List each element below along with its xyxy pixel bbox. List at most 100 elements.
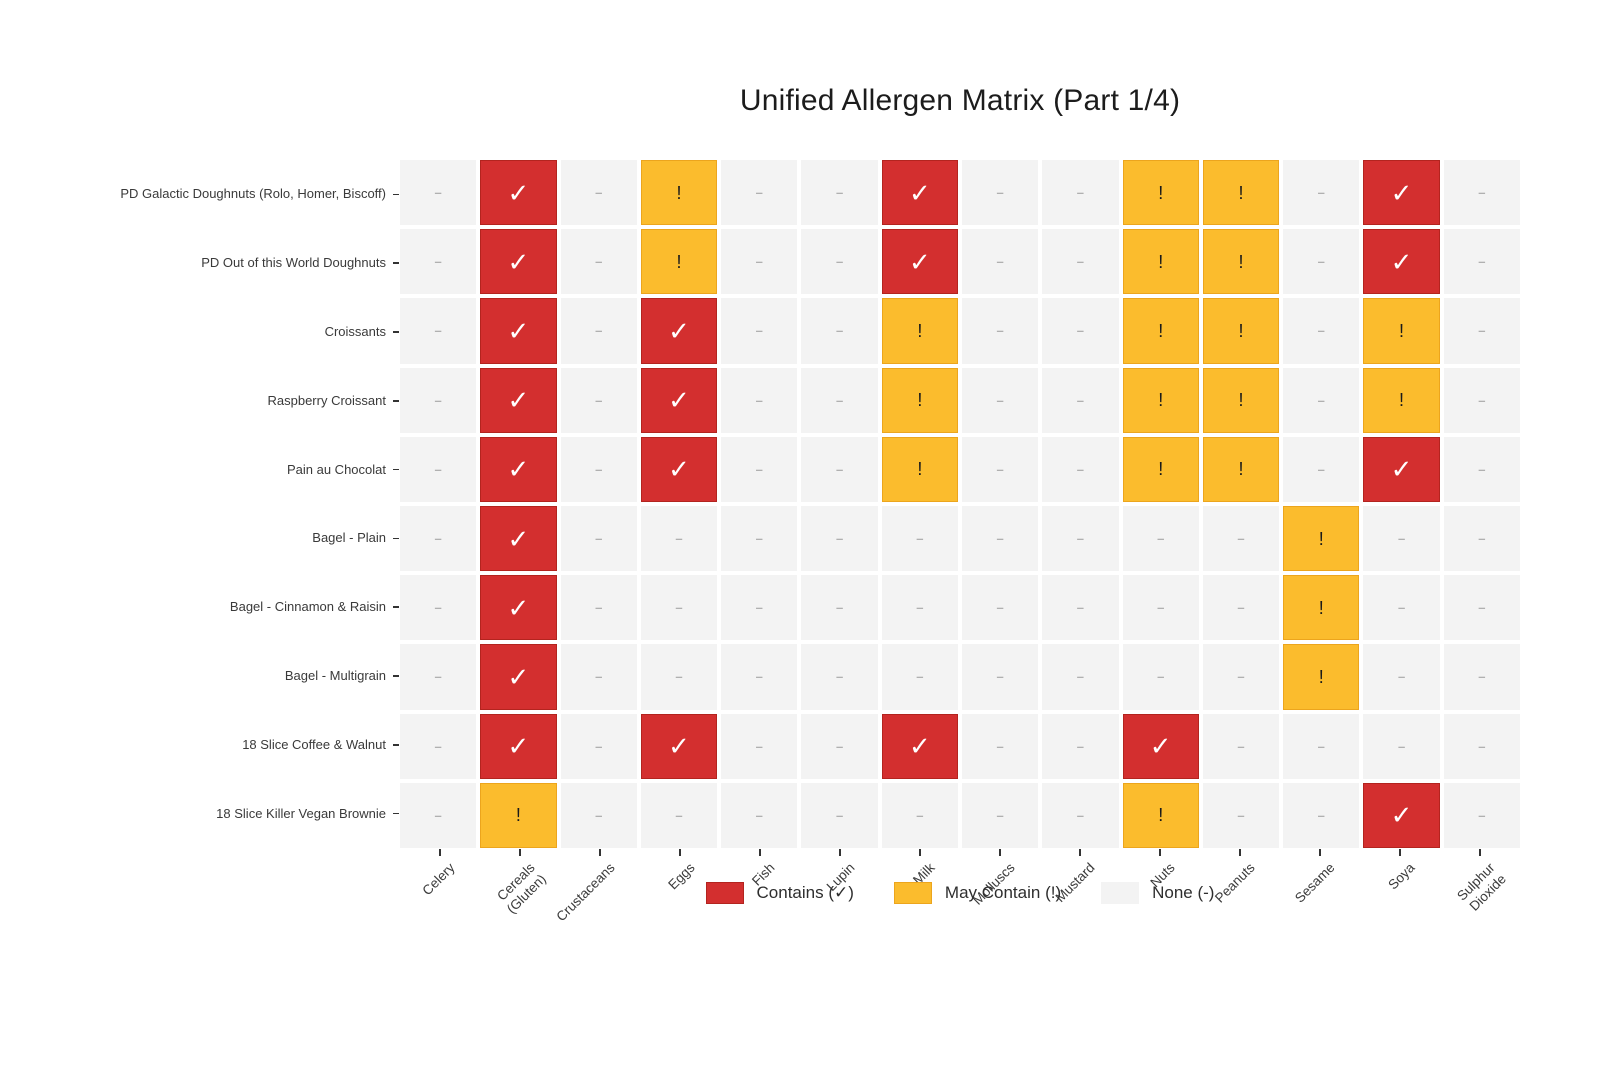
heatmap-cell: – bbox=[400, 298, 477, 364]
contains-check-icon: ✓ bbox=[1390, 454, 1413, 485]
none-dash-icon: – bbox=[755, 807, 763, 823]
none-dash-icon: – bbox=[755, 669, 763, 685]
none-dash-icon: – bbox=[916, 807, 924, 823]
none-dash-icon: – bbox=[1397, 669, 1406, 685]
none-dash-icon: – bbox=[835, 392, 844, 408]
heatmap-cell: – bbox=[961, 782, 1039, 848]
none-dash-icon: – bbox=[1478, 254, 1486, 270]
may-contain-exclamation-icon: ! bbox=[1399, 320, 1405, 341]
none-dash-icon: – bbox=[1076, 669, 1085, 685]
heatmap-cell: – bbox=[1283, 782, 1360, 848]
heatmap-cell: ✓ bbox=[480, 298, 557, 364]
heatmap-cell: – bbox=[881, 644, 958, 710]
heatmap-cell: – bbox=[1042, 782, 1119, 848]
heatmap-cell: – bbox=[961, 575, 1039, 641]
heatmap-cell: ✓ bbox=[480, 367, 557, 433]
heatmap-cell: ! bbox=[1122, 782, 1199, 848]
heatmap-grid: – ✓ –! – – ✓ – –!! – ✓ – – ✓ –! – – ✓ – –!! – ✓ – – ✓ – ✓ – –! – –!! –… bbox=[400, 160, 1520, 848]
heatmap-cell: ! bbox=[881, 367, 958, 433]
may-contain-exclamation-icon: ! bbox=[1238, 390, 1244, 411]
heatmap-cell: – bbox=[881, 782, 958, 848]
none-dash-icon: – bbox=[1076, 323, 1085, 339]
heatmap-cell: – bbox=[1122, 505, 1199, 572]
none-dash-icon: – bbox=[1237, 600, 1245, 616]
none-dash-icon: – bbox=[1317, 185, 1325, 201]
heatmap-cell: – bbox=[400, 505, 477, 572]
heatmap-cell: – bbox=[400, 436, 477, 502]
none-dash-icon: – bbox=[434, 254, 442, 270]
heatmap-cell: – bbox=[1443, 436, 1520, 502]
may-contain-exclamation-icon: ! bbox=[1238, 182, 1244, 203]
none-dash-icon: – bbox=[755, 185, 763, 201]
x-axis-tick bbox=[1239, 849, 1241, 856]
y-axis-tick bbox=[393, 262, 399, 264]
none-dash-icon: – bbox=[996, 392, 1004, 408]
heatmap-cell: ✓ bbox=[640, 436, 718, 502]
heatmap-cell: – bbox=[1363, 644, 1440, 710]
heatmap-cell: ✓ bbox=[1363, 782, 1440, 848]
heatmap-cell: – bbox=[721, 298, 798, 364]
none-dash-icon: – bbox=[996, 185, 1004, 201]
none-dash-icon: – bbox=[1076, 392, 1085, 408]
heatmap-cell: – bbox=[721, 160, 798, 226]
none-dash-icon: – bbox=[1478, 807, 1486, 823]
heatmap-cell: – bbox=[721, 713, 798, 779]
contains-check-icon: ✓ bbox=[507, 454, 530, 485]
heatmap-cell: – bbox=[721, 367, 798, 433]
heatmap-cell: – bbox=[1283, 713, 1360, 779]
may-contain-legend-swatch bbox=[893, 882, 932, 904]
heatmap-cell: ✓ bbox=[480, 436, 557, 502]
heatmap-cell: ✓ bbox=[1363, 229, 1440, 295]
heatmap-cell: ✓ bbox=[1122, 713, 1199, 779]
none-dash-icon: – bbox=[755, 254, 763, 270]
none-dash-icon: – bbox=[1237, 807, 1245, 823]
heatmap-cell: – bbox=[961, 505, 1039, 572]
heatmap-cell: ! bbox=[1283, 644, 1360, 710]
none-dash-icon: – bbox=[755, 392, 763, 408]
none-dash-icon: – bbox=[835, 600, 844, 616]
may-contain-exclamation-icon: ! bbox=[1158, 459, 1164, 480]
may-contain-exclamation-icon: ! bbox=[1158, 182, 1164, 203]
may-contain-exclamation-icon: ! bbox=[1238, 459, 1244, 480]
none-dash-icon: – bbox=[595, 392, 603, 408]
heatmap-cell: ! bbox=[640, 160, 718, 226]
heatmap-cell: – bbox=[640, 505, 718, 572]
heatmap-cell: ! bbox=[1363, 298, 1440, 364]
heatmap-cell: ✓ bbox=[881, 229, 958, 295]
y-axis-tick bbox=[393, 537, 399, 540]
heatmap-cell: – bbox=[961, 229, 1039, 295]
heatmap-cell: – bbox=[560, 367, 637, 433]
heatmap-cell: ! bbox=[1122, 436, 1199, 502]
row-label: Raspberry Croissant bbox=[267, 392, 387, 408]
heatmap-cell: ! bbox=[881, 298, 958, 364]
contains-check-icon: ✓ bbox=[1149, 731, 1172, 762]
heatmap-cell: – bbox=[1443, 782, 1520, 848]
heatmap-cell: – bbox=[1363, 575, 1440, 641]
none-dash-icon: – bbox=[916, 600, 924, 616]
heatmap-cell: ! bbox=[1202, 229, 1280, 295]
heatmap-cell: – bbox=[801, 782, 878, 848]
heatmap-cell: – bbox=[801, 436, 878, 502]
heatmap-cell: – bbox=[1042, 713, 1119, 779]
heatmap-cell: – bbox=[1202, 644, 1280, 710]
x-axis-tick bbox=[679, 849, 681, 856]
may-contain-exclamation-icon: ! bbox=[917, 459, 923, 480]
heatmap-cell: ✓ bbox=[480, 713, 557, 779]
contains-check-icon: ✓ bbox=[668, 315, 690, 346]
heatmap-cell: – bbox=[1443, 298, 1520, 364]
contains-legend-swatch bbox=[705, 882, 744, 904]
heatmap-cell: – bbox=[560, 713, 637, 779]
none-dash-icon: – bbox=[996, 669, 1004, 685]
none-dash-icon: – bbox=[1478, 600, 1486, 616]
none-dash-icon: – bbox=[1397, 600, 1406, 616]
x-axis-tick bbox=[1079, 849, 1081, 856]
heatmap-cell: ✓ bbox=[480, 644, 557, 710]
none-dash-icon: – bbox=[996, 807, 1004, 823]
heatmap-cell: – bbox=[801, 713, 878, 779]
row-label: Croissants bbox=[324, 323, 386, 339]
heatmap-cell: ! bbox=[480, 782, 557, 848]
x-axis-tick bbox=[519, 849, 521, 856]
none-dash-icon: – bbox=[996, 254, 1004, 270]
heatmap-cell: – bbox=[1042, 160, 1119, 226]
contains-check-icon: ✓ bbox=[1390, 800, 1413, 831]
